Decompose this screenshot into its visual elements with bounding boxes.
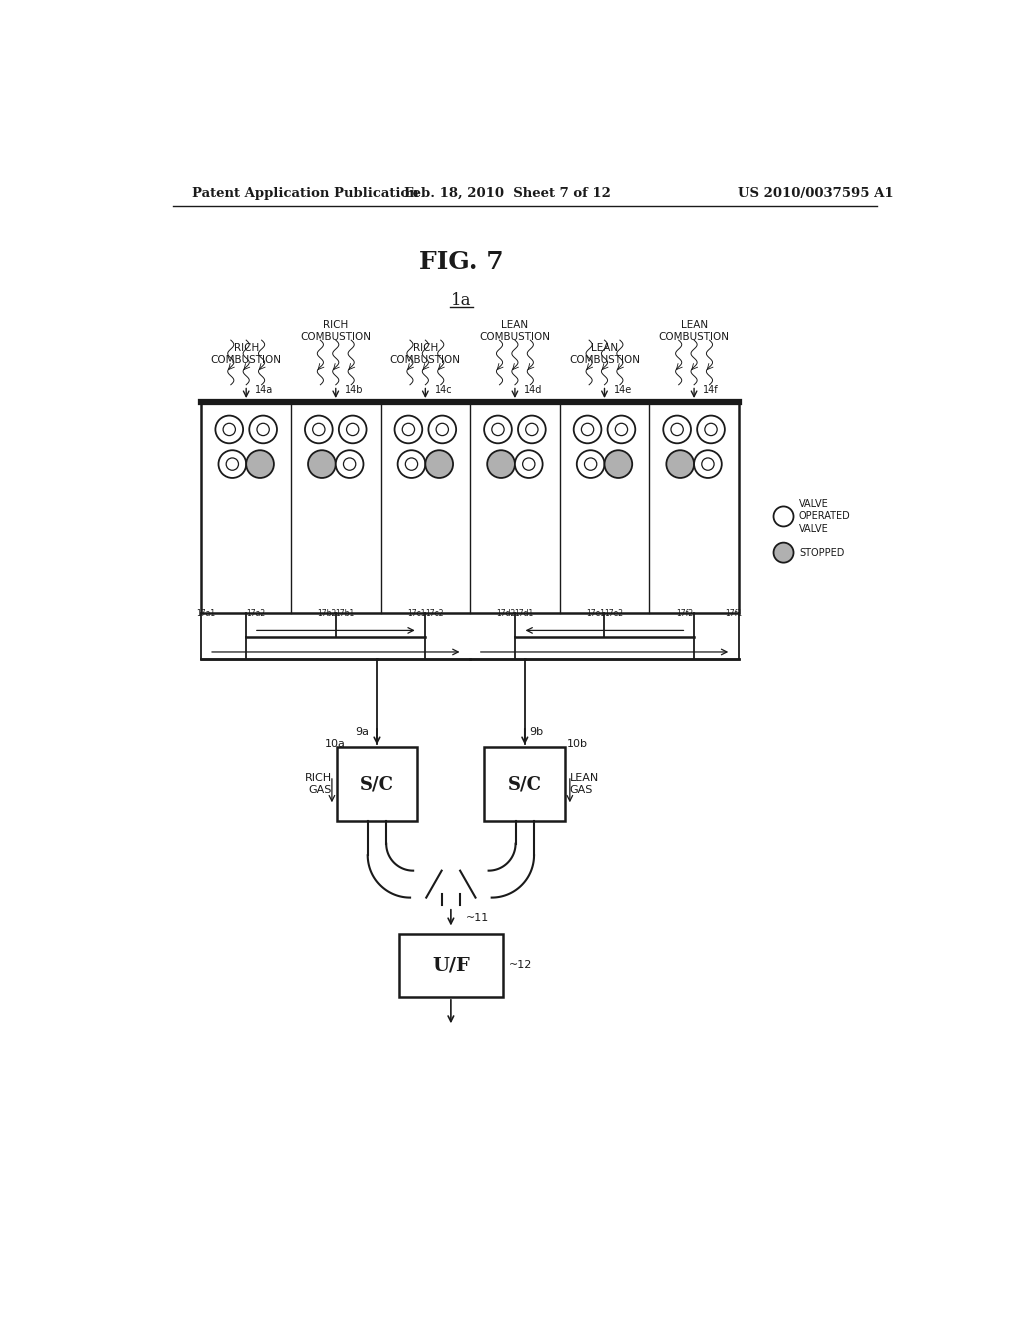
Text: 14a: 14a (255, 385, 273, 395)
Circle shape (406, 458, 418, 470)
Text: 14d: 14d (524, 385, 543, 395)
Circle shape (515, 450, 543, 478)
Circle shape (339, 416, 367, 444)
Circle shape (305, 416, 333, 444)
Circle shape (223, 424, 236, 436)
Circle shape (694, 450, 722, 478)
Circle shape (522, 458, 535, 470)
Text: 1a: 1a (452, 292, 472, 309)
Bar (399, 933, 503, 997)
Circle shape (664, 416, 691, 444)
Text: RICH
GAS: RICH GAS (305, 774, 332, 795)
Circle shape (249, 416, 276, 444)
Circle shape (312, 424, 325, 436)
Circle shape (402, 424, 415, 436)
Circle shape (218, 450, 246, 478)
Circle shape (773, 507, 794, 527)
Text: S/C: S/C (360, 775, 394, 793)
Circle shape (436, 424, 449, 436)
Circle shape (487, 450, 515, 478)
Text: LEAN
COMBUSTION: LEAN COMBUSTION (658, 319, 729, 342)
Circle shape (257, 424, 269, 436)
Circle shape (607, 416, 635, 444)
Circle shape (336, 450, 364, 478)
Text: VALVE
OPERATED
VALVE: VALVE OPERATED VALVE (799, 499, 851, 533)
Text: US 2010/0037595 A1: US 2010/0037595 A1 (738, 186, 894, 199)
Circle shape (697, 416, 725, 444)
Circle shape (308, 450, 336, 478)
Circle shape (246, 450, 273, 478)
Text: 17c1: 17c1 (407, 609, 425, 618)
Text: 14c: 14c (434, 385, 453, 395)
Text: 10b: 10b (567, 739, 588, 750)
Circle shape (585, 458, 597, 470)
Text: STOPPED: STOPPED (799, 548, 845, 557)
Text: 17e1: 17e1 (586, 609, 605, 618)
Circle shape (518, 416, 546, 444)
Text: 17a2: 17a2 (246, 609, 265, 618)
Circle shape (397, 450, 425, 478)
Text: ~12: ~12 (509, 961, 532, 970)
Circle shape (492, 424, 504, 436)
Text: FIG. 7: FIG. 7 (420, 251, 504, 275)
Text: Feb. 18, 2010  Sheet 7 of 12: Feb. 18, 2010 Sheet 7 of 12 (404, 186, 611, 199)
Circle shape (773, 543, 794, 562)
Text: 9b: 9b (529, 727, 544, 737)
Circle shape (582, 424, 594, 436)
Text: 17d1: 17d1 (514, 609, 534, 618)
Text: LEAN
GAS: LEAN GAS (569, 774, 599, 795)
Text: 17c2: 17c2 (425, 609, 443, 618)
Text: 9a: 9a (355, 727, 370, 737)
Circle shape (428, 416, 456, 444)
Text: 17b1: 17b1 (336, 609, 354, 618)
Text: 10a: 10a (325, 739, 345, 750)
Text: RICH
COMBUSTION: RICH COMBUSTION (390, 343, 461, 364)
Circle shape (215, 416, 243, 444)
Circle shape (525, 424, 538, 436)
Text: 17e2: 17e2 (604, 609, 624, 618)
Circle shape (346, 424, 358, 436)
Bar (337, 747, 418, 821)
Text: RICH
COMBUSTION: RICH COMBUSTION (300, 319, 372, 342)
Bar (202, 401, 739, 612)
Circle shape (577, 450, 604, 478)
Text: 14e: 14e (613, 385, 632, 395)
Circle shape (667, 450, 694, 478)
Text: Patent Application Publication: Patent Application Publication (193, 186, 419, 199)
Circle shape (671, 424, 683, 436)
Text: LEAN
COMBUSTION: LEAN COMBUSTION (569, 343, 640, 364)
Circle shape (573, 416, 601, 444)
Text: 14f: 14f (703, 385, 719, 395)
Circle shape (484, 416, 512, 444)
Circle shape (226, 458, 239, 470)
Text: 17f1: 17f1 (726, 609, 742, 618)
Text: 14b: 14b (345, 385, 364, 395)
Circle shape (394, 416, 422, 444)
Text: RICH
COMBUSTION: RICH COMBUSTION (211, 343, 282, 364)
Text: 17b2: 17b2 (316, 609, 336, 618)
Circle shape (604, 450, 632, 478)
Circle shape (701, 458, 714, 470)
Text: 17a1: 17a1 (197, 609, 216, 618)
Bar (484, 747, 565, 821)
Text: S/C: S/C (508, 775, 542, 793)
Circle shape (615, 424, 628, 436)
Text: ~11: ~11 (466, 913, 489, 924)
Circle shape (343, 458, 355, 470)
Circle shape (425, 450, 453, 478)
Text: 17f2: 17f2 (676, 609, 693, 618)
Text: LEAN
COMBUSTION: LEAN COMBUSTION (479, 319, 551, 342)
Text: 17d2: 17d2 (496, 609, 515, 618)
Text: U/F: U/F (432, 957, 470, 974)
Circle shape (705, 424, 717, 436)
